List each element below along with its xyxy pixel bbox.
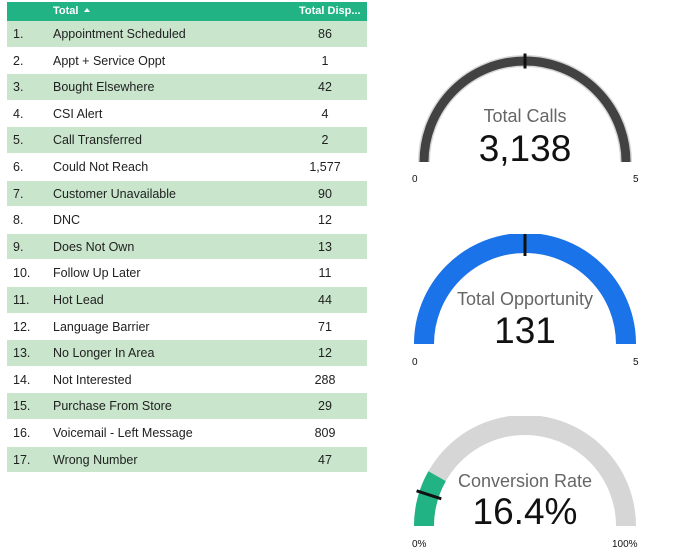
row-value: 809 <box>314 425 336 440</box>
row-value: 4 <box>321 106 329 121</box>
gauge-conversion-rate: Conversion Rate 16.4% 0% 100% <box>405 416 645 554</box>
row-label: Customer Unavailable <box>53 186 176 201</box>
row-label: Appt + Service Oppt <box>53 53 166 68</box>
row-index: 15. <box>13 399 31 414</box>
table-row[interactable]: 9. Does Not Own 13 <box>7 233 367 261</box>
row-value: 44 <box>318 292 332 307</box>
table-row[interactable]: 6. Could Not Reach 1,577 <box>7 153 367 181</box>
gauge-title: Total Calls <box>483 106 567 126</box>
row-index: 10. <box>13 266 31 281</box>
gauge-total-calls: Total Calls 3,138 0 5 <box>405 52 645 192</box>
row-index: 14. <box>13 372 31 387</box>
row-index: 6. <box>13 159 24 174</box>
row-index: 11. <box>13 292 30 307</box>
gauge-max-label: 5 <box>633 357 639 368</box>
row-value: 90 <box>318 186 332 201</box>
row-label: Hot Lead <box>53 292 104 307</box>
row-label: No Longer In Area <box>53 346 155 361</box>
row-label: Follow Up Later <box>53 266 141 281</box>
row-value: 71 <box>318 319 332 334</box>
row-value: 1 <box>321 53 329 68</box>
gauge-value: 131 <box>494 310 556 351</box>
column-header-dispositions[interactable]: Total Disp... <box>299 5 361 17</box>
table-row[interactable]: 16. Voicemail - Left Message 809 <box>7 419 367 447</box>
row-index: 4. <box>13 106 24 121</box>
row-value: 1,577 <box>309 159 341 174</box>
row-label: Does Not Own <box>53 239 135 254</box>
row-index: 13. <box>13 346 31 361</box>
row-index: 8. <box>13 213 24 228</box>
table-row[interactable]: 14. Not Interested 288 <box>7 366 367 394</box>
gauge-conversion-rate-chart <box>414 416 636 527</box>
row-label: Bought Elsewhere <box>53 80 155 95</box>
row-index: 12. <box>13 319 31 334</box>
row-label: Call Transferred <box>53 133 142 148</box>
row-label: Wrong Number <box>53 452 138 467</box>
row-label: Appointment Scheduled <box>53 27 186 41</box>
dispositions-table: Total Total Disp... 1. Appointment Schedu… <box>7 2 367 474</box>
gauge-fill <box>414 471 446 527</box>
table-row[interactable]: 17. Wrong Number 47 <box>7 446 367 474</box>
gauge-value: 3,138 <box>478 128 572 169</box>
gauge-total-opportunity: Total Opportunity 131 0 5 <box>405 234 645 374</box>
gauge-min-label: 0 <box>412 357 418 368</box>
gauge-total-opportunity-chart <box>414 234 636 345</box>
row-index: 16. <box>13 425 31 440</box>
row-label: Could Not Reach <box>53 159 149 174</box>
row-label: CSI Alert <box>53 106 103 121</box>
row-index: 7. <box>13 186 24 201</box>
table-row[interactable]: 8. DNC 12 <box>7 207 367 234</box>
table-row[interactable]: 7. Customer Unavailable 90 <box>7 180 367 208</box>
table-row[interactable]: 10. Follow Up Later 11 <box>7 260 367 287</box>
row-value: 29 <box>318 399 332 414</box>
sort-ascending-icon[interactable] <box>84 8 91 12</box>
gauge-min-label: 0% <box>412 539 427 550</box>
table-row[interactable]: 1. Appointment Scheduled 86 <box>7 21 367 48</box>
gauge-max-label: 5 <box>633 174 639 185</box>
gauge-title: Total Opportunity <box>456 289 594 309</box>
row-value: 12 <box>318 213 332 228</box>
row-label: Voicemail - Left Message <box>53 425 193 440</box>
column-header-total-label: Total <box>53 5 79 17</box>
table-row[interactable]: 2. Appt + Service Oppt 1 <box>7 47 367 75</box>
gauge-value: 16.4% <box>472 491 578 532</box>
gauge-total-calls-chart <box>418 53 632 163</box>
gauge-max-label: 100% <box>612 539 638 550</box>
table-row[interactable]: 3. Bought Elsewhere 42 <box>7 74 367 101</box>
row-value: 13 <box>318 239 332 254</box>
column-header-total[interactable]: Total <box>53 5 91 17</box>
row-value: 11 <box>318 266 332 281</box>
row-value: 86 <box>318 27 332 41</box>
table-row[interactable]: 13. No Longer In Area 12 <box>7 340 367 367</box>
row-label: Language Barrier <box>53 319 150 334</box>
table-row[interactable]: 12. Language Barrier 71 <box>7 313 367 341</box>
row-label: Not Interested <box>53 372 132 387</box>
gauge-title: Conversion Rate <box>457 471 593 491</box>
row-index: 9. <box>13 239 24 254</box>
table-row[interactable]: 4. CSI Alert 4 <box>7 100 367 128</box>
table-row[interactable]: 11. Hot Lead 44 <box>7 286 367 314</box>
row-index: 17. <box>13 452 31 467</box>
row-value: 12 <box>318 346 332 361</box>
row-value: 288 <box>314 372 336 387</box>
row-label: Purchase From Store <box>53 399 172 414</box>
row-label: DNC <box>53 213 81 228</box>
row-value: 2 <box>321 133 329 148</box>
table-row[interactable]: 15. Purchase From Store 29 <box>7 393 367 420</box>
row-index: 2. <box>13 53 24 68</box>
table-header: Total Total Disp... <box>7 2 367 21</box>
row-index: 1. <box>13 27 24 41</box>
table-body: 1. Appointment Scheduled 86 2. Appt + Servic… <box>7 21 367 474</box>
row-index: 5. <box>13 133 24 148</box>
gauge-target-marker <box>416 489 442 501</box>
row-value: 42 <box>318 80 332 95</box>
row-index: 3. <box>13 80 24 95</box>
row-value: 47 <box>318 452 332 467</box>
gauge-min-label: 0 <box>412 174 418 185</box>
table-row[interactable]: 5. Call Transferred 2 <box>7 127 367 154</box>
